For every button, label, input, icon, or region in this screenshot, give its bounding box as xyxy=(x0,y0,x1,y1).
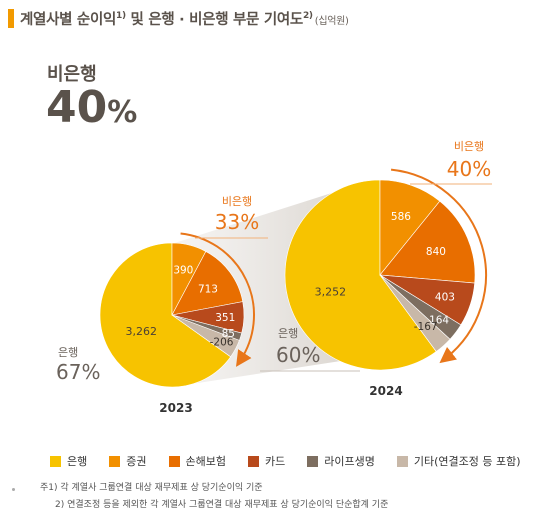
pie-slice-other xyxy=(379,274,451,352)
legend-swatch xyxy=(247,455,259,467)
legend-item-securities: 증권 xyxy=(109,453,147,469)
value-label-bank: 3,262 xyxy=(126,325,158,338)
legend-item-other: 기타(연결조정 등 포함) xyxy=(396,453,521,469)
footnote-2: 2) 연결조정 등을 제외한 각 계열사 그룹연결 대상 재무제표 상 당기순이… xyxy=(55,500,389,510)
value-label-life: 164 xyxy=(429,315,449,327)
nonbank-arc-arrow xyxy=(180,232,255,367)
pie-slice-insurance xyxy=(379,200,476,284)
value-label-card: 403 xyxy=(435,291,455,303)
value-label-life: 85 xyxy=(222,328,235,340)
nonbank-share-value: 33% xyxy=(215,210,259,234)
legend-item-insurance: 손해보험 xyxy=(168,453,226,469)
pie-slice-insurance xyxy=(171,251,244,316)
value-label-other: -206 xyxy=(210,336,234,348)
pie-2024: 3,252 586 840 403 164-167 2024 비은행 40% 은행 60% xyxy=(260,140,492,398)
value-label-securities: 586 xyxy=(391,211,411,223)
legend-item-life: 라이프생명 xyxy=(307,453,375,469)
nonbank-share-label: 비은행 xyxy=(454,140,484,153)
pie-slice-bank xyxy=(284,179,437,371)
unit-label: (십억원) xyxy=(314,16,349,27)
legend-swatch xyxy=(307,455,319,467)
value-label-other: -167 xyxy=(414,321,438,333)
nonbank-arc-arrow xyxy=(390,168,487,364)
bank-share-label: 은행 xyxy=(278,327,298,340)
legend-item-bank: 은행 xyxy=(50,453,87,469)
nonbank-share-value: 40% xyxy=(447,157,491,181)
value-label-bank: 3,252 xyxy=(315,285,347,298)
legend-item-card: 카드 xyxy=(247,453,285,469)
year-label: 2024 xyxy=(369,384,402,398)
legend-swatch xyxy=(396,455,408,467)
year-label: 2023 xyxy=(159,401,192,415)
nonbank-share-label: 비은행 xyxy=(222,195,252,208)
value-label-securities: 390 xyxy=(173,265,193,277)
legend-swatch xyxy=(50,455,61,467)
value-label-insurance: 713 xyxy=(198,284,218,296)
legend: 은행 증권 손해보험 카드 라이프생명 기타(연결조정 등 포함) xyxy=(50,453,543,469)
footnote-1: 주1) 각 계열사 그룹연결 대상 재무제표 상 당기순이익 기준 xyxy=(40,483,263,493)
bullet-dot xyxy=(12,488,15,491)
bank-share-label: 은행 xyxy=(58,346,78,359)
chart-title: 계열사별 순이익1) 및 은행 · 비은행 부문 기여도2) (십억원) xyxy=(20,11,349,28)
pie-slice-other xyxy=(171,314,240,358)
value-label-insurance: 840 xyxy=(426,246,446,258)
value-label-card: 351 xyxy=(215,312,235,324)
legend-swatch xyxy=(109,455,121,467)
bank-share-value: 67% xyxy=(56,360,100,384)
pie-slice-bank xyxy=(99,242,232,388)
bank-share-value: 60% xyxy=(276,343,320,367)
nonbank-highlight-value: 40% xyxy=(46,82,138,133)
nonbank-highlight-label: 비은행 xyxy=(47,64,97,85)
title-accent-bar xyxy=(8,9,14,28)
legend-swatch xyxy=(168,455,180,467)
